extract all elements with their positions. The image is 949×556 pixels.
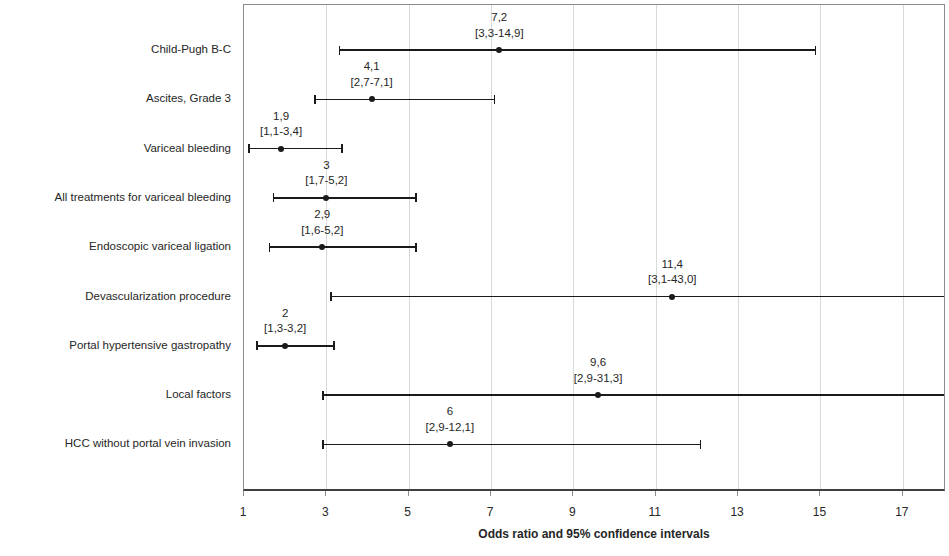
gridline bbox=[820, 5, 821, 489]
ci-range-label: [1,1-3,4] bbox=[260, 125, 302, 138]
category-label: Portal hypertensive gastropathy bbox=[0, 336, 231, 354]
odds-ratio-label: 2 bbox=[282, 307, 288, 320]
ci-range-label: [3,1-43,0] bbox=[648, 273, 697, 286]
ci-cap-low bbox=[330, 292, 332, 301]
data-point-marker bbox=[278, 146, 284, 152]
x-tick-label: 1 bbox=[223, 505, 263, 519]
ci-cap-low bbox=[269, 243, 271, 252]
data-point-marker bbox=[369, 96, 375, 102]
x-tick-label: 3 bbox=[305, 505, 345, 519]
ci-cap-high bbox=[415, 193, 417, 202]
ci-cap-high bbox=[494, 95, 496, 104]
gridline bbox=[573, 5, 574, 489]
ci-range-label: [1,6-5,2] bbox=[301, 224, 343, 237]
gridline bbox=[491, 5, 492, 489]
x-tick-label: 7 bbox=[470, 505, 510, 519]
x-axis-tick bbox=[325, 491, 326, 496]
data-point-marker bbox=[282, 343, 288, 349]
x-axis-tick bbox=[243, 491, 244, 496]
x-axis-tick bbox=[408, 491, 409, 496]
ci-range-label: [2,7-7,1] bbox=[351, 76, 393, 89]
category-label: HCC without portal vein invasion bbox=[0, 434, 231, 452]
ci-error-bar bbox=[322, 394, 944, 396]
data-point-marker bbox=[447, 441, 453, 447]
ci-error-bar bbox=[314, 99, 495, 101]
data-point-marker bbox=[669, 294, 675, 300]
gridline bbox=[738, 5, 739, 489]
category-label: Devascularization procedure bbox=[0, 287, 231, 305]
ci-cap-low bbox=[273, 193, 275, 202]
x-tick-label: 17 bbox=[882, 505, 922, 519]
x-tick-label: 11 bbox=[635, 505, 675, 519]
category-label: Child-Pugh B-C bbox=[0, 40, 231, 58]
ci-range-label: [3,3-14,9] bbox=[475, 27, 524, 40]
ci-error-bar bbox=[330, 296, 944, 298]
x-axis-tick bbox=[819, 491, 820, 496]
x-tick-label: 5 bbox=[388, 505, 428, 519]
ci-cap-high bbox=[333, 341, 335, 350]
odds-ratio-label: 11,4 bbox=[661, 258, 683, 271]
ci-cap-low bbox=[322, 440, 324, 449]
ci-cap-low bbox=[322, 391, 324, 400]
ci-cap-high bbox=[815, 46, 817, 55]
odds-ratio-label: 6 bbox=[447, 405, 453, 418]
category-label: All treatments for variceal bleeding bbox=[0, 188, 231, 206]
category-label: Ascites, Grade 3 bbox=[0, 89, 231, 107]
x-axis-tick bbox=[572, 491, 573, 496]
ci-cap-low bbox=[339, 46, 341, 55]
data-point-marker bbox=[496, 47, 502, 53]
x-tick-label: 15 bbox=[799, 505, 839, 519]
ci-error-bar bbox=[269, 246, 417, 248]
odds-ratio-label: 9,6 bbox=[590, 356, 606, 369]
odds-ratio-label: 3 bbox=[323, 159, 329, 172]
x-axis-title: Odds ratio and 95% confidence intervals bbox=[243, 527, 945, 541]
ci-error-bar bbox=[273, 197, 417, 199]
ci-cap-high bbox=[700, 440, 702, 449]
x-tick-label: 9 bbox=[552, 505, 592, 519]
plot-area: 7,2 [3,3-14,9] 4,1 [2,7-7,1] 1,9 [1,1-3,4] 3 [1… bbox=[243, 4, 945, 491]
ci-cap-high bbox=[415, 243, 417, 252]
ci-range-label: [1,7-5,2] bbox=[305, 174, 347, 187]
ci-error-bar bbox=[339, 49, 817, 51]
forest-plot-chart: 7,2 [3,3-14,9] 4,1 [2,7-7,1] 1,9 [1,1-3,4] 3 [1… bbox=[0, 0, 949, 556]
ci-error-bar bbox=[256, 345, 334, 347]
data-point-marker bbox=[595, 392, 601, 398]
x-axis-tick bbox=[655, 491, 656, 496]
ci-range-label: [2,9-12,1] bbox=[426, 421, 475, 434]
x-axis-tick bbox=[902, 491, 903, 496]
category-label: Local factors bbox=[0, 385, 231, 403]
ci-cap-low bbox=[256, 341, 258, 350]
odds-ratio-label: 4,1 bbox=[364, 60, 380, 73]
ci-error-bar bbox=[248, 148, 343, 150]
gridline bbox=[903, 5, 904, 489]
odds-ratio-label: 7,2 bbox=[491, 11, 507, 24]
odds-ratio-label: 1,9 bbox=[273, 110, 289, 123]
x-tick-label: 13 bbox=[717, 505, 757, 519]
ci-cap-low bbox=[314, 95, 316, 104]
category-label: Endoscopic variceal ligation bbox=[0, 237, 231, 255]
x-axis-tick bbox=[737, 491, 738, 496]
category-label: Variceal bleeding bbox=[0, 139, 231, 157]
ci-error-bar bbox=[322, 444, 701, 446]
ci-range-label: [1,3-3,2] bbox=[264, 322, 306, 335]
odds-ratio-label: 2,9 bbox=[314, 208, 330, 221]
gridline bbox=[656, 5, 657, 489]
ci-cap-low bbox=[248, 144, 250, 153]
ci-range-label: [2,9-31,3] bbox=[574, 372, 623, 385]
data-point-marker bbox=[319, 244, 325, 250]
x-axis-tick bbox=[490, 491, 491, 496]
data-point-marker bbox=[323, 195, 329, 201]
ci-cap-high bbox=[341, 144, 343, 153]
